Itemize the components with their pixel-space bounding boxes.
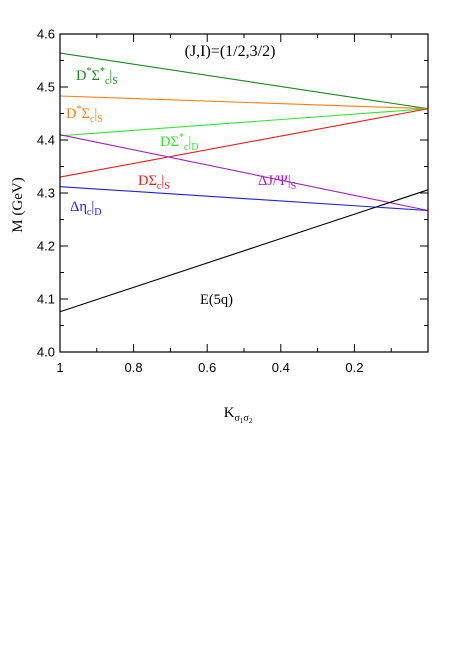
series-label-sup: * [179, 132, 184, 143]
y-tick-label: 4.3 [37, 186, 55, 201]
x-axis-title-subscript-part: σ [235, 413, 241, 424]
x-axis-title-main: K [224, 405, 235, 421]
series-label: D*Σc|S [66, 104, 103, 125]
y-tick-label: 4.0 [37, 345, 55, 360]
series-label-main: Δη [70, 199, 87, 215]
series-label-bar: | [109, 68, 112, 84]
series-label: E(5q) [200, 292, 233, 308]
series-label: ΔJ/Ψ|S [258, 173, 296, 192]
series-line [59, 108, 429, 137]
x-axis-title-subscript-part: 2 [249, 417, 253, 425]
y-tick-label: 4.1 [37, 292, 55, 307]
x-tick-label: 0.8 [125, 360, 143, 375]
x-tick-label: 1 [56, 360, 63, 375]
series-label-bar: | [161, 173, 164, 189]
x-tick-label: 0.6 [198, 360, 216, 375]
series-label-sub: c [157, 181, 162, 192]
series-label-main: D [76, 68, 86, 84]
x-axis-title-subscript-part: 1 [240, 417, 244, 425]
series-label-sub: D [191, 142, 198, 153]
series-label-bar: | [288, 173, 291, 189]
series-label-mid: Σ [91, 68, 99, 84]
series-label-sub: S [97, 114, 103, 125]
series-label-main: ΔJ/Ψ [258, 173, 288, 189]
series-line [59, 134, 429, 212]
chart-title: (J,I)=(1/2,3/2) [185, 43, 276, 60]
series-label-sub: c [90, 114, 95, 125]
y-axis-title: M (GeV) [10, 177, 26, 232]
y-tick-label: 4.5 [37, 80, 55, 95]
series-label-main: D [66, 106, 76, 122]
series-label-sup: * [100, 66, 105, 77]
series-label-sub: S [164, 181, 170, 192]
y-tick-label: 4.4 [37, 133, 55, 148]
series-label-sub: c [184, 142, 189, 153]
series-label-sub: D [94, 207, 101, 218]
series-label-sub: c [105, 76, 110, 87]
y-tick-label: 4.2 [37, 239, 55, 254]
series-label-bar: | [94, 106, 97, 122]
x-axis-title: Kσ1σ2 [224, 405, 253, 425]
series-line [59, 108, 429, 178]
x-axis-title-subscript: σ1σ2 [235, 413, 253, 425]
series-label-sub: c [87, 207, 92, 218]
series-label-mid: Σ [81, 106, 89, 122]
series-label-sup: * [76, 104, 81, 115]
series-label-sub: S [291, 181, 297, 192]
series-group [59, 52, 429, 313]
series-label-bar: | [188, 134, 191, 150]
series-line [59, 186, 429, 212]
series-label-main: E(5q) [200, 292, 233, 308]
series-label: DΣc|S [138, 173, 170, 192]
series-line [59, 189, 429, 313]
x-tick-label: 0.2 [345, 360, 363, 375]
series-label: D*Σ*c|S [76, 66, 118, 87]
axes: 4.0 4.1 4.2 4.3 4.4 4.5 4.6 1 0.8 0.6 0.4 0.2 [37, 27, 429, 375]
x-axis-title-subscript-part: σ [243, 413, 249, 424]
series-label-main: DΣ [160, 134, 179, 150]
series-label: DΣ*c|D [160, 132, 199, 153]
series-line [59, 52, 429, 110]
y-tick-label: 4.6 [37, 27, 55, 42]
series-label: Δηc|D [70, 199, 102, 218]
series-line [59, 95, 429, 110]
series-label-bar: | [91, 199, 94, 215]
series-label-sup: * [86, 66, 91, 77]
x-tick-label: 0.4 [272, 360, 290, 375]
series-label-sub: S [112, 76, 118, 87]
series-label-main: DΣ [138, 173, 157, 189]
